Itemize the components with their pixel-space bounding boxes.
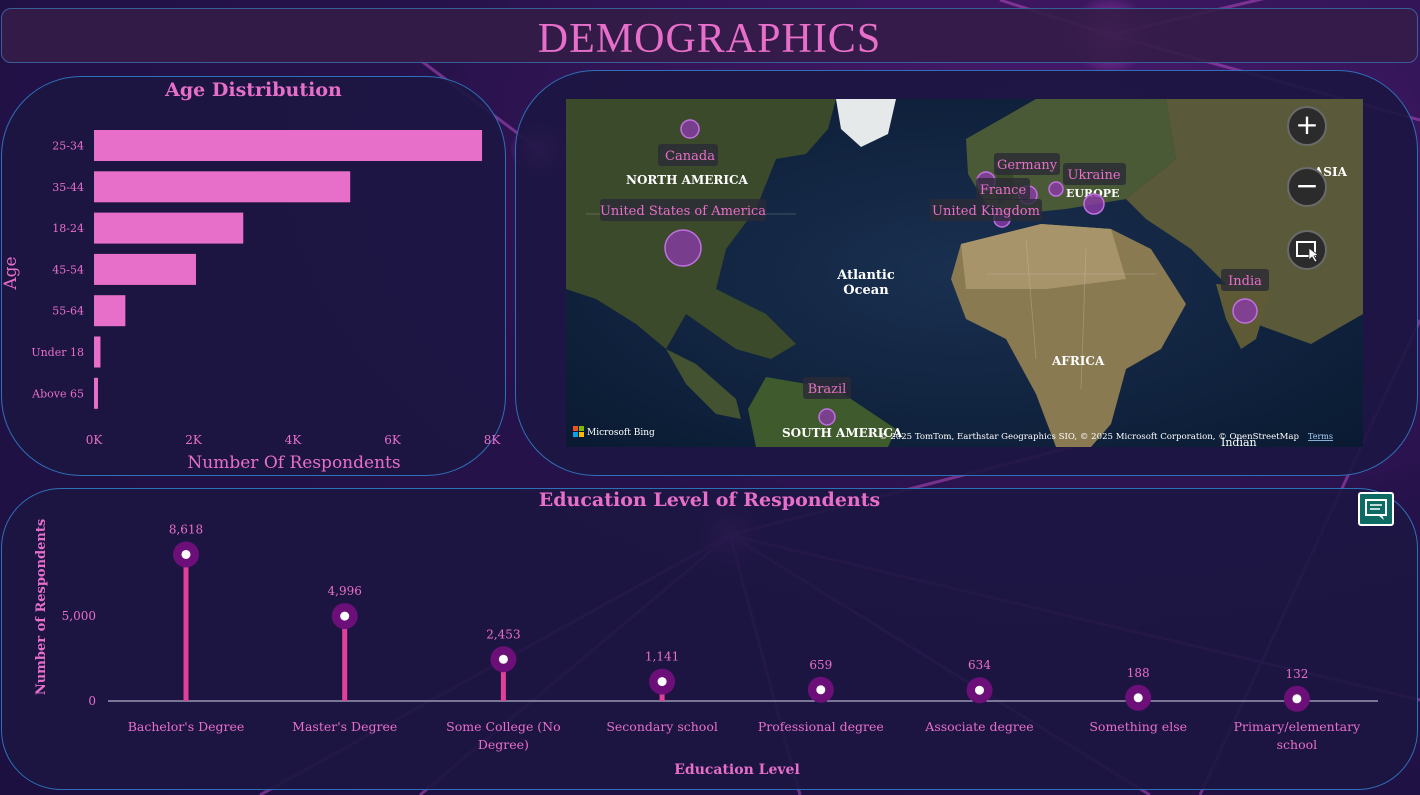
age-distribution-chart: 25-34 35-44 18-24 45-54 55-64 Under 18 Above 6…: [2, 130, 502, 473]
education-x-axis-label: Education Level: [674, 762, 800, 778]
age-bar[interactable]: [94, 171, 351, 203]
age-chart-title: Age Distribution: [165, 79, 342, 101]
age-x-tick-label: 8K: [484, 433, 502, 447]
age-y-axis-label: Age: [2, 256, 21, 290]
age-bar[interactable]: [94, 295, 126, 327]
education-data-label: 1,141: [645, 650, 679, 664]
education-category-label: Professional degree: [758, 719, 884, 734]
education-category-label: Secondary school: [606, 719, 718, 734]
education-stem: [342, 616, 348, 701]
age-x-tick-label: 6K: [384, 433, 402, 447]
map-label-uk: United Kingdom: [932, 204, 1040, 219]
chat-button[interactable]: [1358, 492, 1394, 526]
education-point-center: [181, 549, 191, 559]
chat-icon: [1365, 499, 1387, 520]
age-x-tick-label: 2K: [185, 433, 203, 447]
label-indian-ocean: Indian: [1221, 436, 1257, 447]
age-category-label: 35-44: [52, 181, 84, 194]
bubble-canada[interactable]: [680, 119, 700, 139]
age-bar[interactable]: [94, 253, 196, 285]
bubble-poland[interactable]: [1048, 181, 1064, 197]
bubble-brazil[interactable]: [818, 408, 836, 426]
education-y-axis-label: Number of Respondents: [34, 519, 49, 695]
label-atlantic-2: Ocean: [843, 283, 889, 298]
education-chart-title: Education Level of Respondents: [538, 489, 881, 511]
education-y-tick-label: 0: [88, 694, 96, 708]
label-north-america: NORTH AMERICA: [626, 173, 749, 187]
label-africa: AFRICA: [1051, 354, 1105, 368]
education-data-label: 2,453: [486, 627, 520, 641]
map-label-canada: Canada: [665, 149, 715, 164]
education-category-label: Degree): [478, 737, 529, 752]
age-category-label: Under 18: [31, 346, 84, 359]
education-category-label: Master's Degree: [292, 719, 397, 734]
zoom-in-button[interactable]: +: [1287, 106, 1327, 146]
education-point-center: [498, 654, 508, 664]
age-bar[interactable]: [94, 336, 101, 368]
education-data-label: 188: [1127, 666, 1150, 680]
education-chart: 5,000 0 8,618 Bachelor's Degree 4,996 Master'…: [34, 519, 1378, 778]
education-category-label: Some College (No: [446, 719, 561, 734]
education-category-label: Something else: [1089, 719, 1187, 734]
age-distribution-panel: Age Distribution 25-34 35-44 18-24 45-54 55-…: [1, 76, 506, 476]
bubble-india[interactable]: [1232, 298, 1258, 324]
education-y-tick-label: 5,000: [62, 609, 96, 623]
label-atlantic-1: Atlantic: [836, 268, 895, 283]
age-category-label: Above 65: [31, 387, 84, 400]
map-style-button[interactable]: [1287, 230, 1327, 270]
age-category-label: 25-34: [52, 140, 84, 153]
age-category-label: 55-64: [52, 305, 84, 318]
age-bar[interactable]: [94, 130, 483, 161]
education-point-center: [1133, 693, 1143, 703]
age-bar[interactable]: [94, 212, 244, 244]
title-bar: DEMOGRAPHICS: [1, 8, 1418, 63]
map-terms-link[interactable]: Terms: [1308, 432, 1333, 441]
map-label-brazil: Brazil: [808, 382, 847, 397]
education-data-label: 659: [809, 658, 832, 672]
age-bar[interactable]: [94, 377, 98, 409]
education-point-center: [1292, 694, 1302, 704]
age-category-label: 45-54: [52, 263, 84, 276]
map-brand: Microsoft Bing: [587, 428, 655, 438]
world-map[interactable]: NORTH AMERICA Atlantic Ocean AFRICA EURO…: [566, 99, 1363, 447]
bing-logo-icon: [573, 426, 584, 437]
education-category-label: Primary/elementary: [1234, 719, 1361, 734]
map-label-india: India: [1228, 274, 1262, 289]
map-label-ukraine: Ukraine: [1067, 168, 1120, 183]
map-base-layer: NORTH AMERICA Atlantic Ocean AFRICA EURO…: [566, 99, 1363, 447]
education-data-label: 4,996: [328, 584, 362, 598]
map-label-germany: Germany: [997, 158, 1058, 173]
map-label-usa: United States of America: [600, 204, 766, 219]
age-x-tick-label: 0K: [86, 433, 104, 447]
map-attribution: © 2025 TomTom, Earthstar Geographics SIO…: [879, 432, 1299, 441]
education-point-center: [340, 611, 350, 621]
education-point-center: [975, 685, 984, 695]
education-data-label: 634: [968, 658, 991, 672]
bubble-usa[interactable]: [664, 229, 702, 267]
education-panel: Education Level of Respondents 5,000 0 8,6…: [1, 488, 1418, 790]
education-stem: [500, 659, 506, 701]
education-category-label: school: [1277, 737, 1318, 752]
age-x-axis-label: Number Of Respondents: [187, 453, 400, 473]
age-x-tick-label: 4K: [285, 433, 303, 447]
age-category-label: 18-24: [52, 222, 84, 235]
plus-icon: +: [1295, 108, 1319, 141]
minus-icon: −: [1295, 169, 1319, 202]
education-data-label: 8,618: [169, 522, 203, 536]
education-category-label: Bachelor's Degree: [128, 719, 245, 734]
bubble-ukraine[interactable]: [1083, 193, 1105, 215]
education-stem: [183, 554, 189, 701]
map-style-icon: [1296, 241, 1319, 263]
education-point-center: [657, 677, 667, 687]
education-category-label: Associate degree: [924, 719, 1033, 734]
label-south-america: SOUTH AMERICA: [782, 426, 903, 440]
education-point-center: [816, 685, 826, 695]
education-data-label: 132: [1285, 667, 1308, 681]
map-label-france: France: [980, 183, 1027, 198]
zoom-out-button[interactable]: −: [1287, 167, 1327, 207]
page-title: DEMOGRAPHICS: [537, 16, 882, 62]
